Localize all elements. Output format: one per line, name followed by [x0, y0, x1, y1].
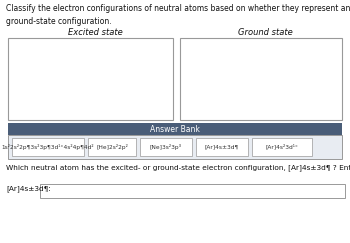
Text: Excited state: Excited state: [68, 28, 122, 37]
Bar: [252, 138, 312, 156]
Bar: [140, 138, 192, 156]
Bar: [8, 135, 342, 159]
Text: Ground state: Ground state: [238, 28, 292, 37]
Text: 1s²2s²2p¶3s²3p¶3d¹°4s²4p¶4d²: 1s²2s²2p¶3s²3p¶3d¹°4s²4p¶4d²: [2, 144, 94, 149]
Bar: [8, 38, 173, 120]
Text: Which neutral atom has the excited- or ground-state electron configuration, [Ar]: Which neutral atom has the excited- or g…: [6, 164, 350, 171]
Text: [Ar]4s±3d¶: [Ar]4s±3d¶: [205, 144, 239, 149]
Bar: [180, 38, 342, 120]
Text: [Ne]3s²3p³: [Ne]3s²3p³: [150, 144, 182, 149]
Text: [Ar]4s²3d¹°: [Ar]4s²3d¹°: [266, 144, 299, 149]
Bar: [88, 138, 136, 156]
Bar: [196, 138, 248, 156]
Text: Answer Bank: Answer Bank: [150, 124, 200, 133]
Bar: [12, 138, 84, 156]
Text: [Ar]4s±3d¶:: [Ar]4s±3d¶:: [6, 185, 51, 192]
Bar: [8, 123, 342, 135]
Text: [He]2s²2p²: [He]2s²2p²: [96, 144, 128, 149]
Text: Classify the electron configurations of neutral atoms based on whether they repr: Classify the electron configurations of …: [6, 4, 350, 26]
Bar: [40, 184, 345, 198]
